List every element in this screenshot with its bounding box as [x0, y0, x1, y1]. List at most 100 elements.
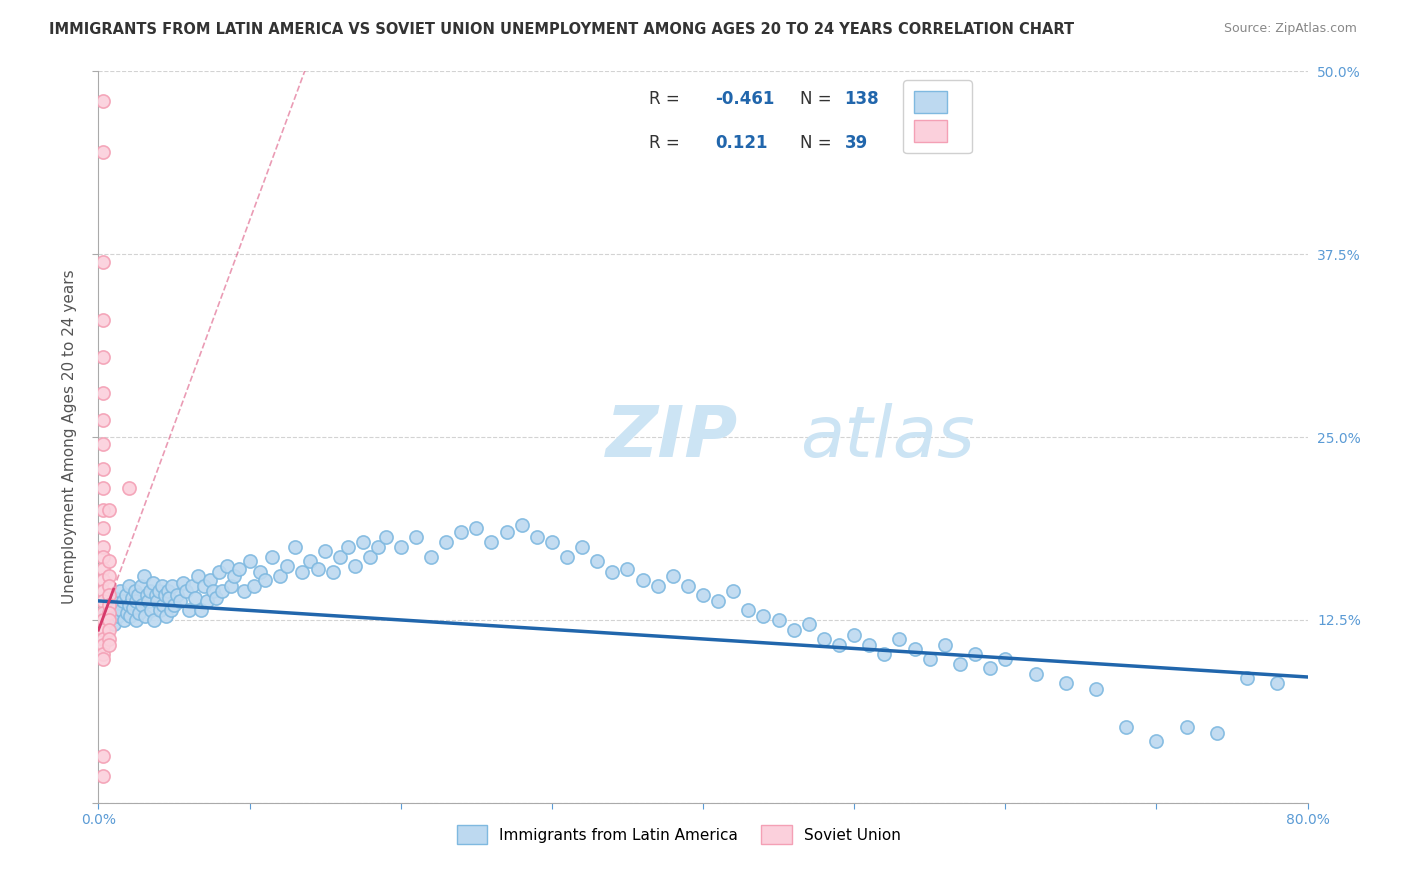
Legend: Immigrants from Latin America, Soviet Union: Immigrants from Latin America, Soviet Un…: [450, 819, 907, 850]
Point: [314, 544, 336, 558]
Point: [96, 613, 118, 627]
Point: [118, 599, 141, 613]
Point: [215, 558, 238, 573]
Point: [1024, 667, 1046, 681]
Point: [98, 613, 121, 627]
Point: [1085, 681, 1108, 696]
Point: [232, 583, 254, 598]
Point: [91, 594, 114, 608]
Point: [91, 94, 114, 108]
Point: [1144, 734, 1167, 748]
Point: [752, 608, 775, 623]
Point: [873, 647, 896, 661]
Point: [91, 462, 114, 476]
Point: [676, 579, 699, 593]
Point: [844, 627, 866, 641]
Point: [783, 623, 806, 637]
Point: [91, 647, 114, 661]
Point: [276, 558, 298, 573]
Point: [187, 569, 209, 583]
Point: [586, 554, 609, 568]
Point: [692, 588, 714, 602]
Point: [162, 579, 184, 593]
Point: [132, 569, 155, 583]
Point: [91, 145, 114, 159]
Point: [120, 608, 142, 623]
Point: [221, 579, 243, 593]
Point: [100, 608, 122, 623]
Point: [555, 549, 578, 564]
Point: [98, 588, 121, 602]
Point: [202, 583, 225, 598]
Point: [129, 579, 152, 593]
Point: [813, 632, 835, 646]
Point: [122, 601, 145, 615]
Point: [405, 530, 427, 544]
Point: [98, 579, 121, 593]
Point: [284, 540, 307, 554]
Point: [135, 588, 157, 602]
Point: [155, 608, 177, 623]
Point: [352, 535, 374, 549]
Point: [91, 503, 114, 517]
Point: [131, 599, 153, 613]
Point: [153, 588, 176, 602]
Point: [118, 579, 141, 593]
Point: [918, 652, 941, 666]
Point: [481, 535, 503, 549]
Point: [128, 606, 150, 620]
Point: [98, 554, 121, 568]
Point: [98, 603, 121, 617]
Point: [1175, 720, 1198, 734]
Point: [148, 583, 170, 598]
Point: [91, 549, 114, 564]
Point: [707, 594, 730, 608]
Point: [184, 591, 207, 605]
Text: -0.461: -0.461: [716, 90, 775, 108]
Point: [193, 579, 215, 593]
Point: [91, 583, 114, 598]
Y-axis label: Unemployment Among Ages 20 to 24 years: Unemployment Among Ages 20 to 24 years: [62, 269, 77, 605]
Text: R =: R =: [648, 90, 685, 108]
Text: atlas: atlas: [800, 402, 974, 472]
Point: [103, 591, 125, 605]
Point: [360, 549, 382, 564]
Point: [200, 574, 222, 588]
Point: [828, 638, 851, 652]
Point: [115, 606, 138, 620]
Point: [152, 599, 174, 613]
Text: 0.121: 0.121: [716, 134, 768, 152]
Point: [631, 574, 654, 588]
Point: [228, 562, 250, 576]
Point: [1054, 676, 1077, 690]
Point: [262, 549, 284, 564]
Point: [143, 613, 166, 627]
Point: [571, 540, 593, 554]
Point: [98, 599, 121, 613]
Point: [179, 603, 201, 617]
Point: [510, 517, 533, 532]
Text: ZIP: ZIP: [606, 402, 738, 472]
Point: [104, 594, 127, 608]
Text: Source: ZipAtlas.com: Source: ZipAtlas.com: [1223, 22, 1357, 36]
Point: [299, 554, 322, 568]
Point: [307, 562, 329, 576]
Point: [91, 313, 114, 327]
Point: [98, 606, 121, 620]
Point: [112, 613, 135, 627]
Point: [125, 594, 148, 608]
Point: [105, 601, 128, 615]
Point: [118, 481, 141, 495]
Point: [156, 583, 179, 598]
Point: [1267, 676, 1289, 690]
Point: [98, 503, 121, 517]
Point: [91, 632, 114, 646]
Point: [420, 549, 443, 564]
Point: [91, 769, 114, 783]
Point: [797, 617, 820, 632]
Point: [103, 617, 125, 632]
Point: [114, 588, 136, 602]
Point: [160, 603, 183, 617]
Point: [465, 521, 488, 535]
Point: [91, 623, 114, 637]
